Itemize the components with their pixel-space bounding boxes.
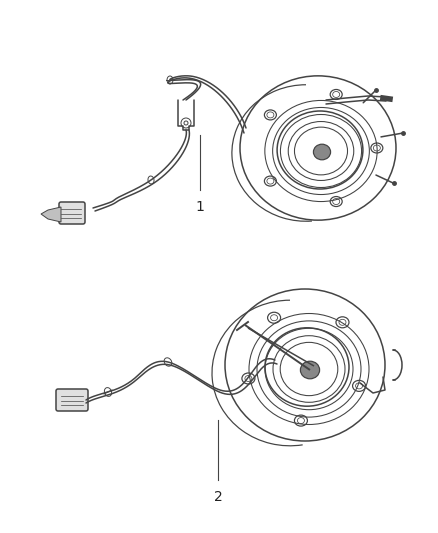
Text: 1: 1: [195, 200, 205, 214]
Ellipse shape: [300, 361, 320, 379]
FancyBboxPatch shape: [56, 389, 88, 411]
Polygon shape: [41, 207, 61, 222]
FancyBboxPatch shape: [59, 202, 85, 224]
Ellipse shape: [314, 144, 331, 160]
Text: 2: 2: [214, 490, 223, 504]
